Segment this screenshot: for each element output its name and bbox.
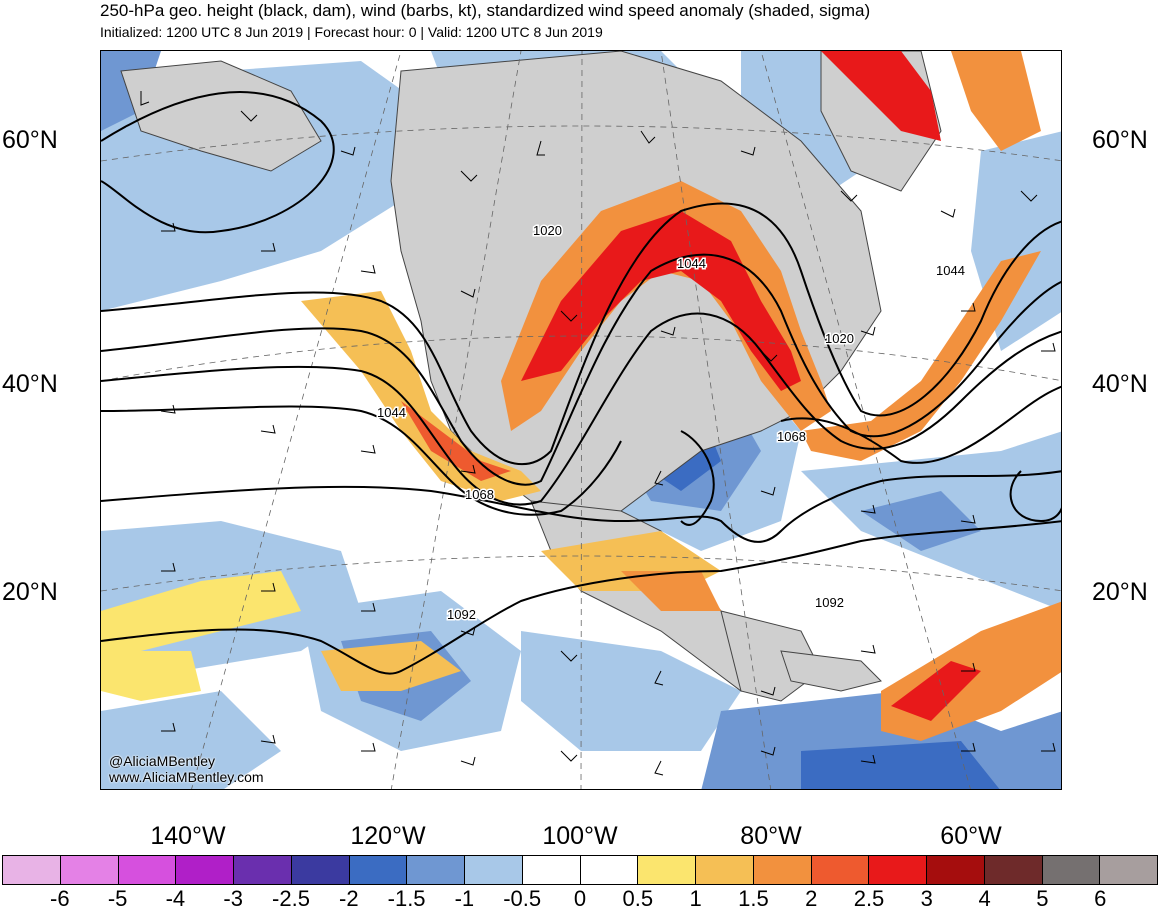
colorbar-swatch <box>1042 856 1101 884</box>
colorbar-swatch <box>60 856 119 884</box>
colorbar-tick-label: 3 <box>920 886 933 911</box>
lon-label-120w: 120°W <box>350 822 426 850</box>
lon-label-60w: 60°W <box>940 822 1002 850</box>
colorbar-tick-label: -6 <box>50 886 70 911</box>
map-title: 250-hPa geo. height (black, dam), wind (… <box>100 1 871 20</box>
colorbar-tick-label: 4 <box>978 886 991 911</box>
lat-label-left-40: 40°N <box>2 370 58 398</box>
colorbar-tick-label: 0 <box>573 886 587 911</box>
colorbar-swatch <box>522 856 581 884</box>
colorbar-tick-label: -1.5 <box>387 886 426 911</box>
wind-barbs <box>140 91 1056 776</box>
colorbar-tick-label: 1.5 <box>738 886 769 911</box>
lon-label-100w: 100°W <box>542 822 618 850</box>
colorbar-swatch <box>927 856 985 884</box>
colorbar-tick-label: -2.5 <box>272 886 310 911</box>
colorbar-swatch <box>869 856 927 884</box>
colorbar-tick-label: 5 <box>1036 886 1049 911</box>
colorbar-swatch <box>3 856 61 884</box>
contour-label: 1020 <box>533 223 562 238</box>
colorbar-swatch <box>1100 856 1157 884</box>
contour-label: 1044 <box>936 263 965 278</box>
colorbar-tick-label: -2 <box>339 886 359 911</box>
colorbar-swatch <box>984 856 1043 884</box>
colorbar-swatch <box>349 856 408 884</box>
height-contours <box>101 91 1061 675</box>
colorbar-swatch <box>638 856 696 884</box>
contour-label: 1092 <box>815 595 844 610</box>
colorbar-swatch <box>118 856 177 884</box>
lon-label-80w: 80°W <box>740 822 802 850</box>
lat-label-right-60: 60°N <box>1092 126 1148 154</box>
lat-label-left-60: 60°N <box>2 126 58 154</box>
graticule <box>101 51 1061 789</box>
map-panel: 1020 1044 1044 1020 1044 1068 1068 1092 … <box>100 50 1062 790</box>
colorbar-swatch <box>176 856 234 884</box>
colorbar-swatch <box>407 856 465 884</box>
colorbar-tick-label: 0.5 <box>622 886 654 911</box>
lat-label-left-20: 20°N <box>2 578 58 606</box>
colorbar-swatch <box>811 856 870 884</box>
anomaly-colorbar <box>2 855 1158 885</box>
colorbar-swatch <box>465 856 523 884</box>
contour-label: 1044 <box>677 256 706 271</box>
credit-site: www.AliciaMBentley.com <box>109 769 264 785</box>
colorbar-tick-label: -0.5 <box>503 886 542 911</box>
lat-label-right-40: 40°N <box>1092 370 1148 398</box>
map-canvas: 1020 1044 1044 1020 1044 1068 1068 1092 … <box>101 51 1061 789</box>
colorbar-tick-label: 1 <box>689 886 702 911</box>
colorbar-swatch <box>580 856 639 884</box>
colorbar-tick-label: -1 <box>454 886 475 911</box>
colorbar-tick-label: -3 <box>223 886 243 911</box>
contour-label: 1044 <box>377 405 406 420</box>
contour-label: 1068 <box>777 429 806 444</box>
contour-label: 1092 <box>447 607 476 622</box>
contour-label: 1068 <box>465 487 494 502</box>
lat-label-right-20: 20°N <box>1092 578 1148 606</box>
colorbar-tick-label: -4 <box>165 886 186 911</box>
colorbar-swatch <box>696 856 754 884</box>
contour-label: 1020 <box>825 331 854 346</box>
colorbar-tick-label: 2 <box>805 886 818 911</box>
colorbar-swatch <box>234 856 292 884</box>
colorbar-tick-label: 6 <box>1094 886 1107 911</box>
colorbar-swatch <box>753 856 812 884</box>
colorbar-tick-label: -5 <box>107 886 128 911</box>
map-subtitle: Initialized: 1200 UTC 8 Jun 2019 | Forec… <box>100 24 603 40</box>
lon-label-140w: 140°W <box>150 822 226 850</box>
credit-handle: @AliciaMBentley <box>109 753 216 769</box>
colorbar-swatch <box>291 856 350 884</box>
colorbar-tick-label: 2.5 <box>853 886 885 911</box>
